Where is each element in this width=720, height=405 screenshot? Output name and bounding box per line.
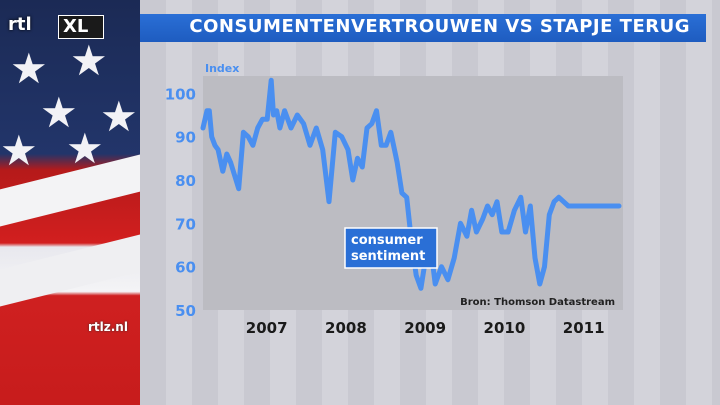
series-line: [200, 77, 622, 291]
x-tick-label: 2009: [404, 319, 446, 337]
y-tick-label: 70: [175, 215, 196, 233]
star-icon: ★: [66, 124, 104, 173]
logo-product: XL: [63, 16, 89, 37]
header-bar: CONSUMENTENVERTROUWEN VS STAPJE TERUG: [140, 14, 706, 42]
series-label: sentiment: [351, 249, 425, 264]
y-tick-label: 90: [175, 129, 196, 147]
star-icon: ★: [0, 126, 38, 175]
star-icon: ★: [40, 88, 78, 137]
y-tick-label: 60: [175, 259, 196, 277]
y-tick-label: 50: [175, 302, 196, 320]
x-tick-label: 2008: [325, 319, 367, 337]
y-tick-label: 100: [165, 85, 196, 103]
logo-box: XL: [58, 15, 104, 39]
x-tick-label: 2010: [484, 319, 526, 337]
channel-logo: rtl XL: [8, 14, 104, 39]
logo-brand: rtl: [8, 14, 32, 35]
x-tick-label: 2007: [246, 319, 288, 337]
y-axis-label: Index: [205, 62, 239, 75]
series-label: consumer: [351, 233, 423, 248]
site-url: rtlz.nl: [88, 320, 128, 334]
x-tick-label: 2011: [563, 319, 605, 337]
source-note: Bron: Thomson Datastream: [460, 297, 615, 308]
page-title: CONSUMENTENVERTROUWEN VS STAPJE TERUG: [189, 16, 690, 37]
y-tick-label: 80: [175, 172, 196, 190]
flag-background: ★ ★ ★ ★ ★ ★: [0, 0, 140, 405]
series-label-box: [344, 227, 438, 269]
star-icon: ★: [100, 92, 138, 141]
star-icon: ★: [70, 36, 108, 85]
star-icon: ★: [10, 44, 48, 93]
